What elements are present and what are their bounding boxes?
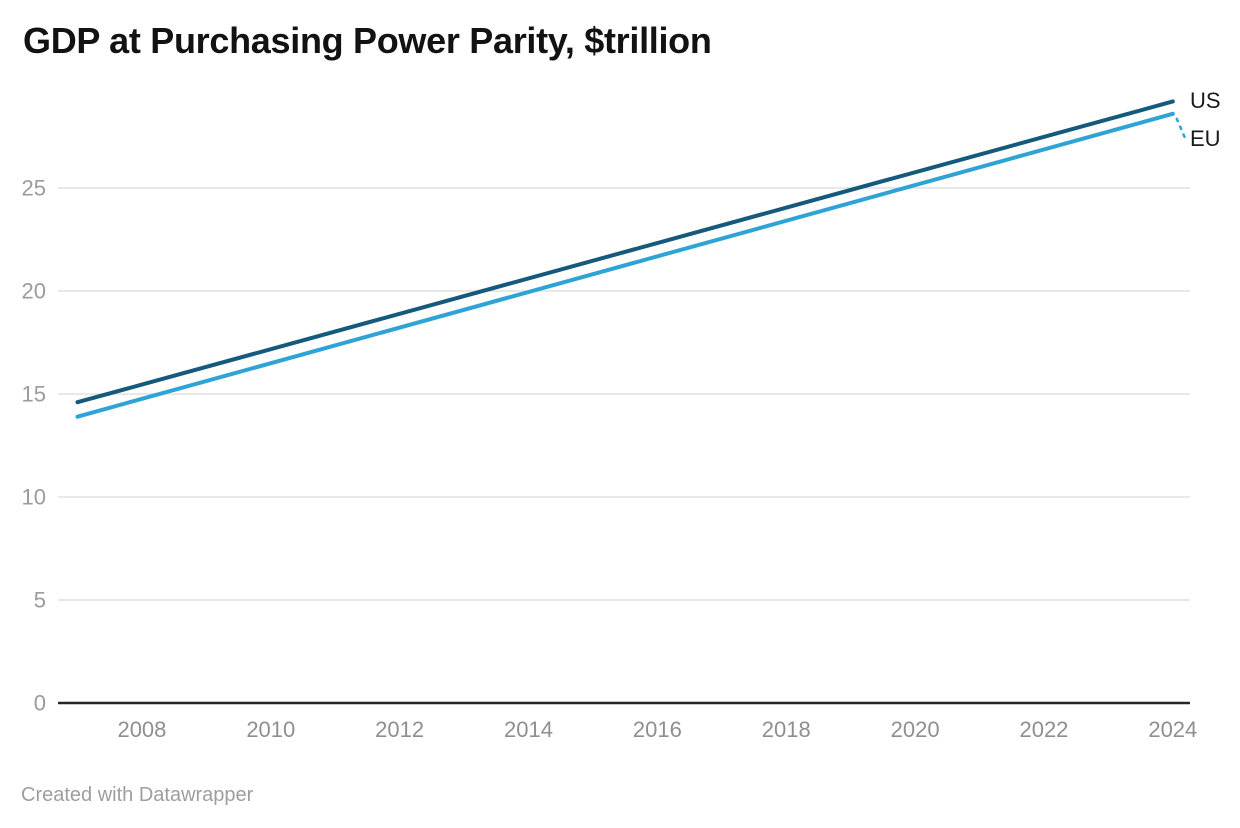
- attribution-text: Created with Datawrapper: [21, 784, 254, 806]
- line-us: [75, 99, 1175, 405]
- x-tick-label: 2008: [117, 717, 166, 742]
- x-tick-label: 2012: [375, 717, 424, 742]
- x-tick-label: 2020: [891, 717, 940, 742]
- y-tick-label: 20: [22, 279, 46, 304]
- x-tick-label: 2014: [504, 717, 553, 742]
- series-label-eu: EU: [1190, 125, 1221, 151]
- y-tick-label: 0: [34, 691, 46, 716]
- x-tick-label: 2018: [762, 717, 811, 742]
- y-tick-label: 15: [22, 382, 46, 407]
- chart-title: GDP at Purchasing Power Parity, $trillio…: [23, 20, 712, 61]
- x-tick-label: 2010: [246, 717, 295, 742]
- eu-label-connector: [1175, 117, 1188, 142]
- x-tick-label: 2016: [633, 717, 682, 742]
- line-eu: [75, 111, 1175, 419]
- y-tick-label: 25: [22, 176, 46, 201]
- y-tick-label: 5: [34, 588, 46, 613]
- x-tick-label: 2022: [1019, 717, 1068, 742]
- series-label-us: US: [1190, 88, 1221, 114]
- y-tick-label: 10: [22, 485, 46, 510]
- x-tick-label: 2024: [1148, 717, 1197, 742]
- plot-area: 0 5 10 15 20 25 2008 2010 2012 2014 2016 2018 2020 20…: [22, 99, 1197, 742]
